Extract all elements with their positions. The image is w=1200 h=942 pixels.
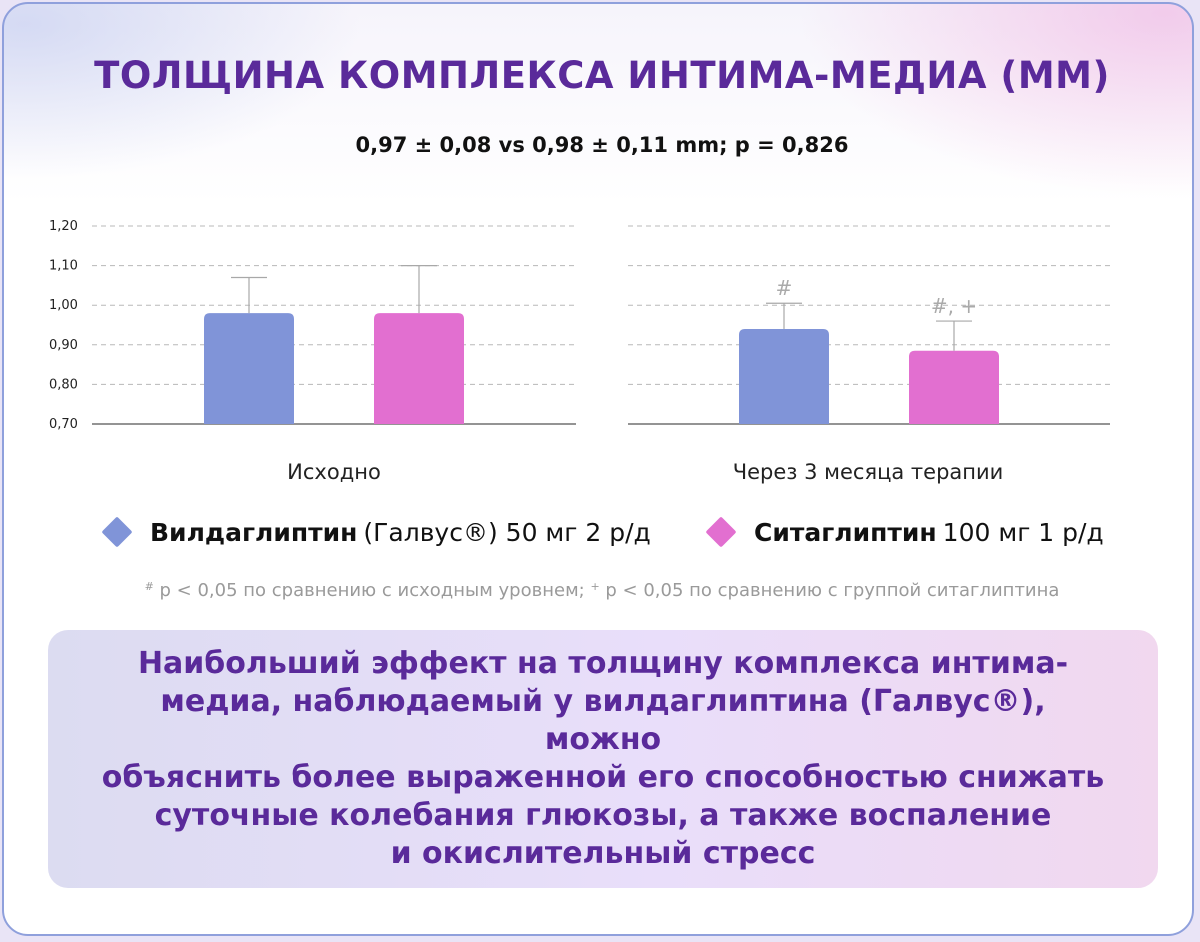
legend-item-vildagliptin: Вилдаглиптин (Галвус®) 50 мг 2 р/д: [101, 514, 651, 550]
conclusion-box: Наибольший эффект на толщину комплекса и…: [48, 630, 1158, 888]
y-tick-label: 1,00: [49, 298, 78, 313]
y-tick-label: 0,90: [49, 338, 78, 353]
legend-sitagliptin-dose: 100 мг 1 р/д: [942, 517, 1104, 547]
significance-label: #: [776, 276, 793, 300]
significance-label: #, +: [931, 294, 977, 318]
bar: [204, 313, 294, 424]
legend-vildagliptin-name: Вилдаглиптин: [150, 517, 358, 547]
footnote: # р < 0,05 по сравнению с исходным уровн…: [4, 580, 1192, 601]
legend-sitagliptin-name: Ситаглиптин: [754, 517, 937, 547]
bar: [739, 328, 829, 424]
legend-item-sitagliptin: Ситаглиптин 100 мг 1 р/д: [705, 514, 1104, 550]
vildagliptin-diamond-icon: [101, 516, 133, 548]
bar-chart: 0,70 0,80 0,90 1,00 1,10 1,20 # #, +: [49, 219, 1110, 432]
sitagliptin-diamond-icon: [705, 516, 737, 548]
y-tick-label: 1,10: [49, 259, 78, 274]
bar: [909, 350, 999, 424]
footnote-mark-hash: #: [144, 580, 154, 593]
category-label-baseline: Исходно: [287, 460, 381, 484]
y-tick-label: 1,20: [49, 219, 78, 234]
chart-title: ТОЛЩИНА КОМПЛЕКСА ИНТИМА-МЕДИА (ММ): [94, 54, 1110, 97]
category-label-3-months: Через 3 месяца терапии: [732, 460, 1004, 484]
stats-line: 0,97 ± 0,08 vs 0,98 ± 0,11 mm; p = 0,826: [355, 133, 849, 157]
y-tick-label: 0,80: [49, 377, 78, 392]
conclusion-text: Наибольший эффект на толщину комплекса и…: [101, 646, 1105, 871]
y-tick-label: 0,70: [49, 417, 78, 432]
footnote-text-hash: р < 0,05 по сравнению с исходным уровнем…: [153, 580, 591, 601]
legend-vildagliptin-dose: (Галвус®) 50 мг 2 р/д: [363, 517, 651, 547]
bar: [374, 313, 464, 424]
footnote-mark-plus: +: [590, 580, 600, 593]
footnote-text-plus: р < 0,05 по сравнению с группой ситаглип…: [599, 580, 1060, 601]
